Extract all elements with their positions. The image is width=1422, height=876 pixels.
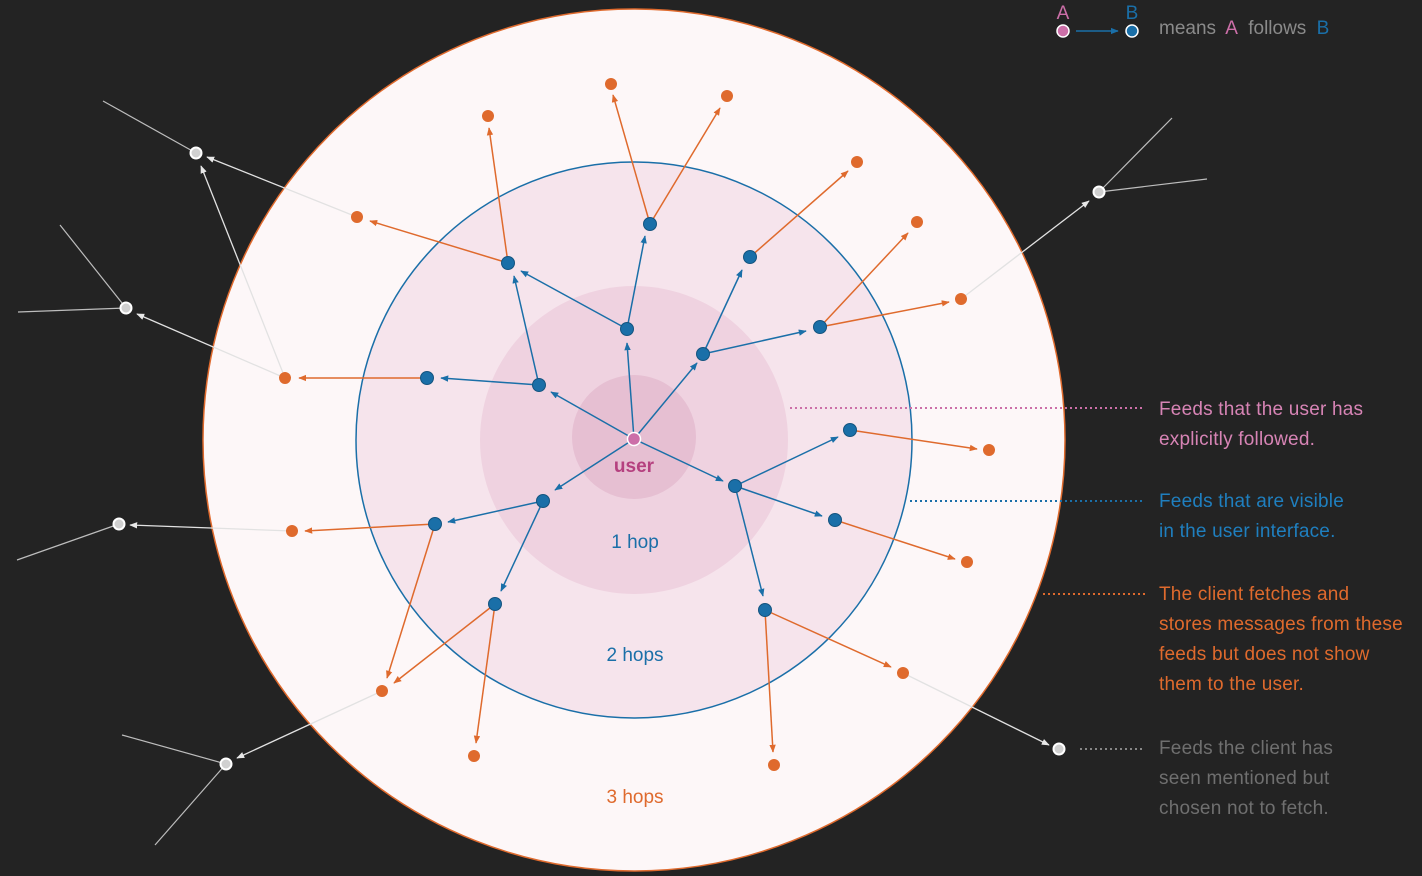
blue-nodes [420,217,857,617]
visible-feed-node [758,603,772,617]
visible-feed-node [728,479,742,493]
visible-feed-node [428,517,442,531]
user-label: user [614,456,655,477]
unfetched-feed-node [1052,742,1066,756]
fetched-feed-node [279,372,291,384]
fetched-feed-node [605,78,617,90]
legend-follows: follows [1248,18,1307,39]
visible-feed-node [620,322,634,336]
visible-feed-node [643,217,657,231]
unfetched-feed-node [1092,185,1106,199]
user-node [626,431,642,447]
unfetched-feed-node [112,517,126,531]
annotation-mentioned: Feeds the client has seen mentioned but … [1159,738,1334,819]
fetched-feed-node [376,685,388,697]
fetched-feed-node [768,759,780,771]
fetched-feed-node [897,667,909,679]
legend-a-letter: A [1057,3,1070,24]
fetched-feed-node [851,156,863,168]
unfetched-feed-node [119,301,133,315]
gray-edges [129,156,1090,759]
unfetched-feed-node [219,757,233,771]
visible-feed-node [696,347,710,361]
annotation-visible: Feeds that are visible in the user inter… [1159,491,1344,542]
visible-feed-node [813,320,827,334]
fetched-feed-node [983,444,995,456]
legend-b-letter: B [1126,3,1139,24]
annotation-fetched: The client fetches and stores messages f… [1159,584,1403,695]
fetched-feed-node [286,525,298,537]
unfetched-feed-node [189,146,203,160]
legend-a-node [1056,24,1070,38]
hop1-label: 1 hop [611,532,659,553]
legend-a: A [1225,18,1238,39]
visible-feed-node [501,256,515,270]
fetched-feed-node [721,90,733,102]
visible-feed-node [828,513,842,527]
legend-text: means A follows B [1159,17,1334,41]
fetched-feed-node [482,110,494,122]
visible-feed-node [743,250,757,264]
fetched-feed-node [911,216,923,228]
gray-tails [16,100,1208,846]
visible-feed-node [488,597,502,611]
orange-nodes [279,78,995,771]
hop2-label: 2 hops [606,645,663,666]
blue-edges [440,235,839,597]
legend-means: means [1159,18,1217,39]
hop3-label: 3 hops [606,787,663,808]
fetched-feed-node [961,556,973,568]
visible-feed-node [536,494,550,508]
orange-edges [298,94,978,753]
visible-feed-node [532,378,546,392]
visible-feed-node [843,423,857,437]
fetched-feed-node [351,211,363,223]
fetched-feed-node [468,750,480,762]
annotation-followed: Feeds that the user has explicitly follo… [1159,399,1364,450]
legend-b-node [1125,24,1139,38]
legend-graphic: A B [1056,3,1139,38]
fetched-feed-node [955,293,967,305]
visible-feed-node [420,371,434,385]
legend-b: B [1316,18,1330,39]
gray-nodes [112,146,1106,771]
